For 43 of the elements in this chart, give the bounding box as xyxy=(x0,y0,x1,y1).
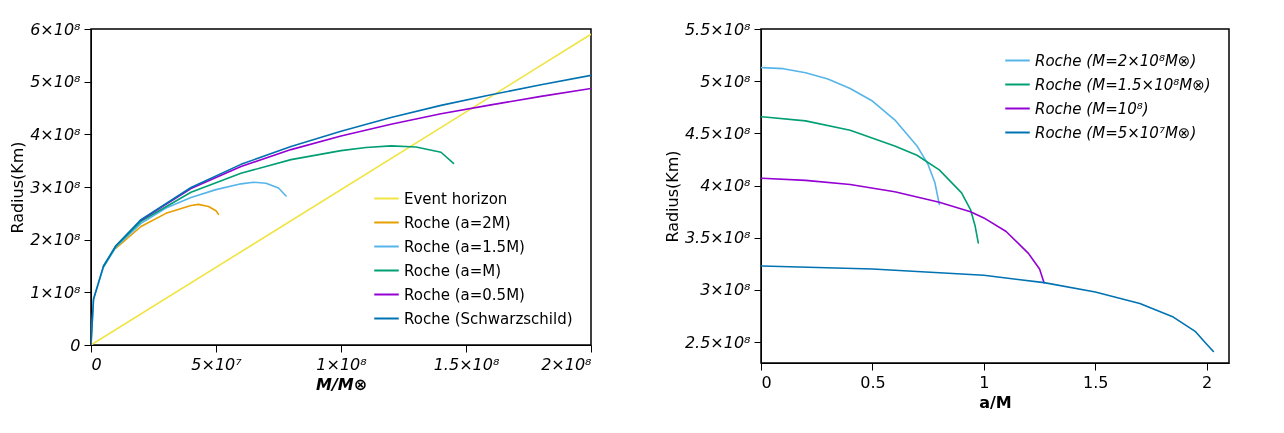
x-tick-label: 2 xyxy=(1202,372,1213,392)
legend-label: Roche (Schwarzschild) xyxy=(404,309,573,328)
y-tick-label: 0 xyxy=(70,335,81,355)
line-series xyxy=(761,66,941,206)
legend-label: Roche (a=1.5M) xyxy=(404,237,525,256)
x-tick-label: 1×10⁸ xyxy=(316,354,368,374)
x-tick-label: 1 xyxy=(979,372,990,392)
x-tick-label: 2×10⁸ xyxy=(541,354,593,374)
y-tick-label: 4×10⁸ xyxy=(30,124,82,144)
legend-label: Roche (M=10⁸) xyxy=(1035,99,1149,118)
y-tick-label: 1×10⁸ xyxy=(30,282,82,302)
y-tick-label: 3.5×10⁸ xyxy=(684,228,752,248)
legend-label: Roche (a=M) xyxy=(404,261,502,280)
x-tick-label: 1.5×10⁸ xyxy=(433,354,500,374)
legend-label: Roche (M=2×10⁸M⊗) xyxy=(1035,51,1197,70)
y-tick-label: 6×10⁸ xyxy=(30,19,82,39)
y-axis-title: Radius(Km) xyxy=(8,141,28,234)
line-series xyxy=(761,265,1215,353)
legend-label: Roche (M=5×10⁷M⊗) xyxy=(1035,123,1197,142)
line-series xyxy=(115,203,220,249)
y-tick-label: 5×10⁸ xyxy=(700,71,752,91)
y-tick-label: 3×10⁸ xyxy=(30,177,82,197)
y-tick-label: 4×10⁸ xyxy=(700,176,752,196)
x-tick-label: 5×10⁷ xyxy=(191,354,243,374)
y-tick-label: 2.5×10⁸ xyxy=(684,332,752,352)
legend-label: Roche (a=0.5M) xyxy=(404,285,525,304)
y-tick-label: 5×10⁸ xyxy=(30,72,82,92)
y-tick-label: 4.5×10⁸ xyxy=(684,123,752,143)
x-axis-title: M/M⊗ xyxy=(315,374,368,394)
line-series xyxy=(761,115,980,244)
y-tick-label: 5.5×10⁸ xyxy=(684,19,752,39)
y-tick-label: 2×10⁸ xyxy=(30,230,82,250)
legend-label: Roche (M=1.5×10⁸M⊗) xyxy=(1035,75,1211,94)
line-series xyxy=(761,177,1045,284)
x-tick-label: 0 xyxy=(761,372,772,392)
y-axis-title: Radius(Km) xyxy=(662,150,682,243)
x-axis-title: a/M xyxy=(979,392,1012,412)
x-tick-label: 0 xyxy=(91,354,102,374)
y-tick-label: 3×10⁸ xyxy=(700,280,752,300)
legend-label: Event horizon xyxy=(404,189,508,208)
x-tick-label: 0.5 xyxy=(860,372,886,392)
x-tick-label: 1.5 xyxy=(1083,372,1109,392)
legend-label: Roche (a=2M) xyxy=(404,213,511,232)
